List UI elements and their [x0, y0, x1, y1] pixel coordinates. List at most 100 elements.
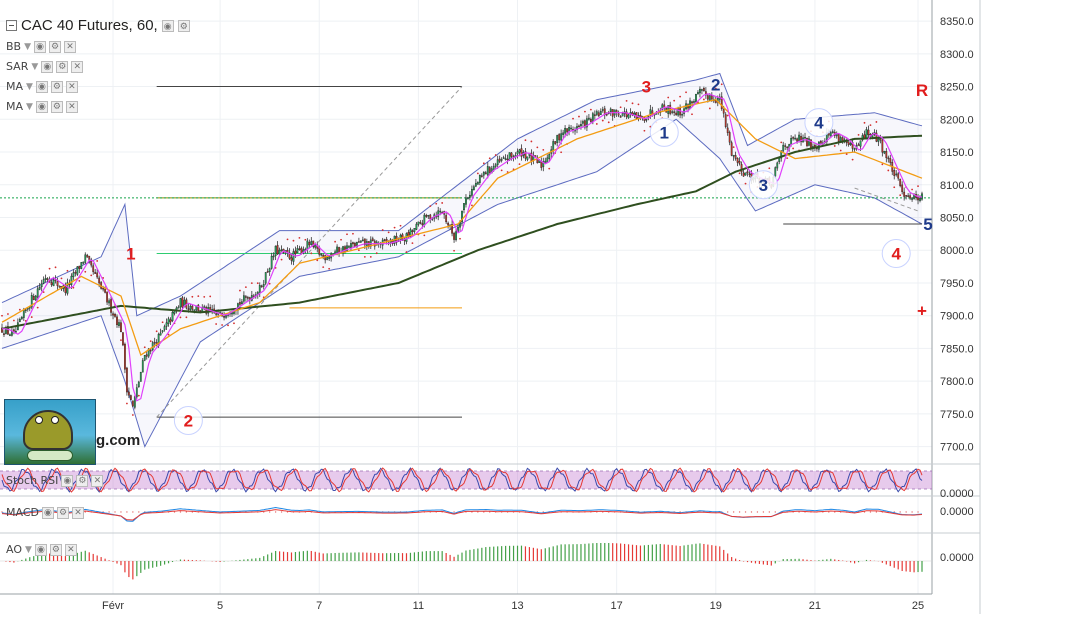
candle-body — [808, 138, 810, 146]
wave-label-bubble — [804, 108, 834, 138]
sar-dot — [494, 154, 497, 156]
candle-body — [244, 296, 247, 298]
candle-body — [877, 138, 880, 142]
candle-body — [720, 96, 723, 110]
caret-down-icon[interactable]: ▼ — [26, 81, 33, 92]
close-icon[interactable]: ✕ — [71, 60, 84, 73]
candle-body — [9, 334, 11, 336]
close-icon[interactable]: ✕ — [64, 543, 77, 556]
candle-body — [903, 191, 906, 197]
sar-dot — [209, 295, 212, 298]
sar-dot — [536, 146, 539, 149]
candle-body — [806, 137, 808, 146]
candle-body — [837, 134, 840, 142]
sar-dot — [161, 321, 164, 324]
candle-body — [129, 395, 132, 400]
candle-body — [502, 157, 505, 159]
caret-down-icon[interactable]: ▼ — [26, 101, 33, 112]
candle-body — [792, 137, 795, 139]
candle-body — [189, 305, 192, 310]
eye-icon[interactable]: ◉ — [41, 506, 54, 519]
close-icon[interactable]: ✕ — [65, 80, 78, 93]
candle-body — [508, 152, 511, 161]
eye-icon[interactable]: ◉ — [34, 40, 47, 53]
close-icon[interactable]: ✕ — [71, 506, 84, 519]
candle-body — [909, 195, 911, 199]
eye-icon[interactable]: ◉ — [161, 19, 174, 32]
sar-dot — [352, 232, 354, 235]
candle-body — [40, 283, 43, 288]
candle-body — [471, 188, 473, 196]
wave-label: 1 — [126, 245, 135, 264]
caret-down-icon[interactable]: ▼ — [31, 61, 39, 72]
candle-body — [593, 114, 596, 116]
candle-body — [427, 214, 430, 217]
candle-body — [580, 124, 582, 127]
candle-body — [82, 261, 85, 264]
candle-body — [839, 137, 842, 142]
chart-title: CAC 40 Futures, 60, — [21, 17, 158, 34]
candle-body — [356, 241, 358, 248]
candle-body — [205, 307, 208, 314]
close-icon[interactable]: ✕ — [64, 40, 77, 53]
macd-histogram-dot — [126, 511, 128, 513]
candle-body — [738, 160, 741, 164]
eye-icon[interactable]: ◉ — [35, 100, 48, 113]
sar-dot — [30, 316, 33, 318]
sar-dot — [631, 102, 634, 105]
eye-icon[interactable]: ◉ — [34, 543, 47, 556]
candle-body — [570, 127, 572, 130]
gear-icon[interactable]: ⚙ — [50, 80, 63, 93]
x-tick-label: 21 — [809, 600, 821, 612]
y-tick-label: 7750.0 — [940, 409, 974, 421]
legend-macd: MACD ◉ ⚙ ✕ — [6, 506, 84, 519]
candle-body — [804, 136, 806, 139]
eye-icon[interactable]: ◉ — [35, 80, 48, 93]
y-tick-label: 8250.0 — [940, 82, 974, 94]
sar-dot — [459, 237, 461, 240]
sar-dot — [685, 91, 687, 94]
sar-dot — [899, 194, 902, 197]
candle-body — [193, 309, 196, 311]
sar-dot — [340, 238, 342, 241]
gear-icon[interactable]: ⚙ — [50, 100, 63, 113]
gear-icon[interactable]: ⚙ — [49, 40, 62, 53]
candle-body — [474, 182, 477, 187]
sar-dot — [572, 117, 574, 120]
caret-down-icon[interactable]: ▼ — [24, 41, 32, 52]
candle-body — [588, 117, 590, 120]
close-icon[interactable]: ✕ — [91, 474, 104, 487]
candle-body — [480, 175, 483, 177]
mascot-badge — [27, 450, 73, 461]
candle-body — [730, 142, 733, 156]
candle-body — [350, 243, 352, 248]
eye-icon[interactable]: ◉ — [61, 474, 74, 487]
eye-icon[interactable]: ◉ — [41, 60, 54, 73]
macd-histogram-dot — [732, 511, 735, 513]
candle-body — [383, 239, 386, 241]
legend-sar: SAR ▼ ◉ ⚙ ✕ — [6, 60, 84, 73]
macd-histogram-dot — [828, 511, 830, 513]
wave-label-bubble — [748, 170, 778, 200]
macd-histogram-dot — [19, 511, 21, 513]
candle-body — [262, 284, 265, 287]
candle-body — [322, 254, 325, 257]
collapse-icon[interactable] — [6, 20, 17, 31]
candle-body — [128, 391, 130, 396]
gear-icon[interactable]: ⚙ — [49, 543, 62, 556]
macd-histogram-dot — [905, 511, 907, 513]
gear-icon[interactable]: ⚙ — [177, 19, 190, 32]
gear-icon[interactable]: ⚙ — [56, 506, 69, 519]
sar-dot — [851, 158, 854, 161]
stoch-rsi-label: Stoch RSI — [6, 474, 59, 487]
sar-dot — [911, 188, 913, 191]
candle-body — [447, 222, 450, 226]
sar-dot — [221, 324, 223, 326]
candle-body — [740, 164, 743, 173]
wave-label: R — [916, 81, 928, 100]
close-icon[interactable]: ✕ — [65, 100, 78, 113]
caret-down-icon[interactable]: ▼ — [25, 544, 32, 555]
candle-body — [102, 287, 105, 290]
gear-icon[interactable]: ⚙ — [56, 60, 69, 73]
gear-icon[interactable]: ⚙ — [76, 474, 89, 487]
